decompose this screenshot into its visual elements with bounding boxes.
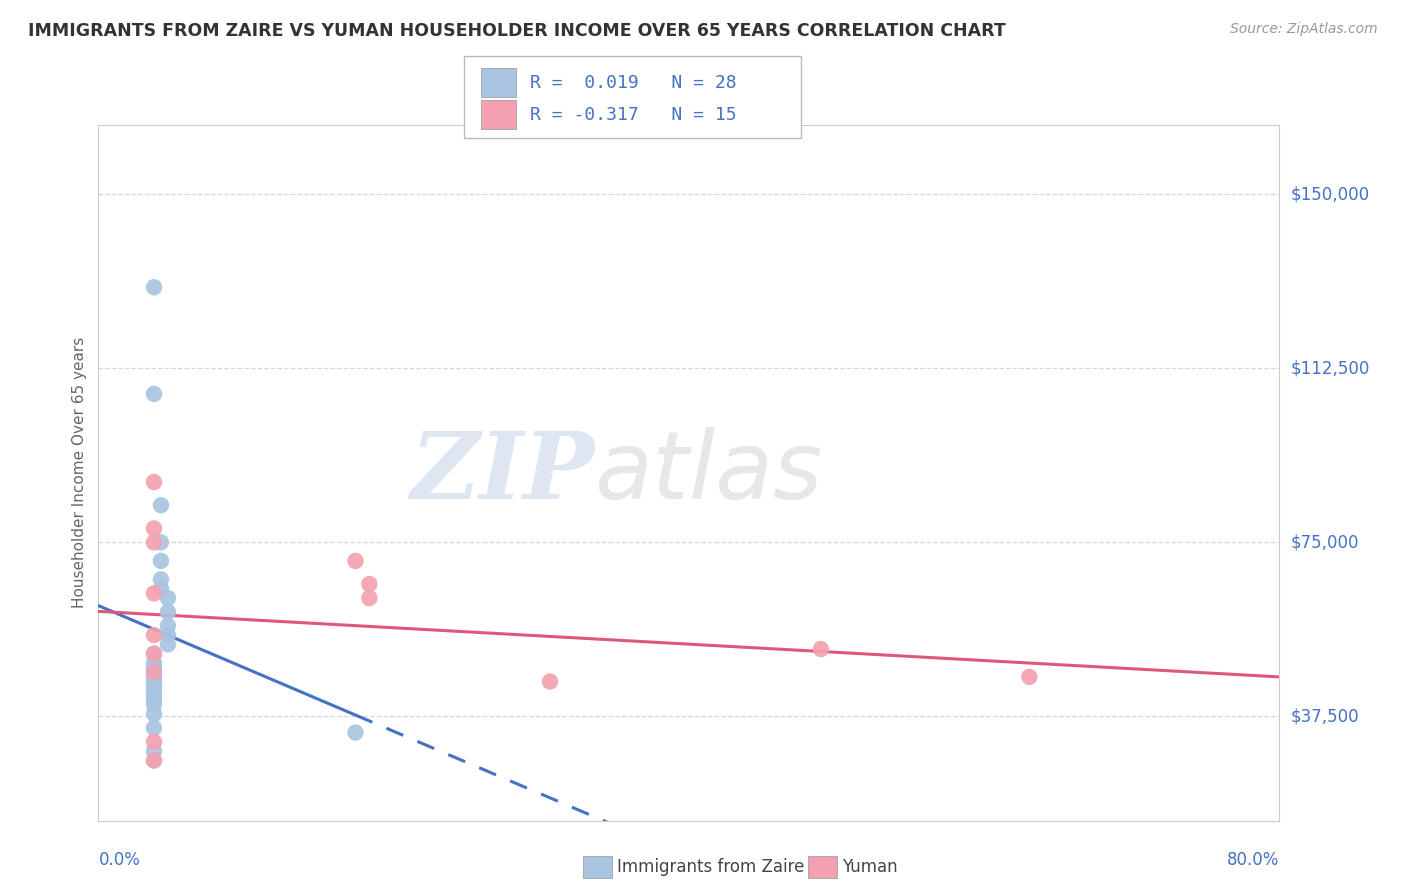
Point [143,647,166,661]
Point [1018,670,1040,684]
Text: 0.0%: 0.0% [98,851,141,869]
Point [344,554,367,568]
Point [156,637,179,651]
Text: $75,000: $75,000 [1291,533,1360,551]
Point [143,665,166,680]
Point [143,628,166,642]
Point [156,619,179,633]
Text: IMMIGRANTS FROM ZAIRE VS YUMAN HOUSEHOLDER INCOME OVER 65 YEARS CORRELATION CHAR: IMMIGRANTS FROM ZAIRE VS YUMAN HOUSEHOLD… [28,22,1005,40]
Point [143,689,166,703]
Point [143,665,166,680]
Point [143,698,166,712]
Point [143,521,166,535]
Point [143,753,166,767]
Point [149,582,172,596]
Point [156,591,179,605]
Text: Source: ZipAtlas.com: Source: ZipAtlas.com [1230,22,1378,37]
Point [143,706,166,721]
Point [149,554,172,568]
Point [143,679,166,693]
Text: ZIP: ZIP [411,428,595,517]
Point [149,498,172,512]
Text: R = -0.317   N = 15: R = -0.317 N = 15 [530,105,737,124]
Point [143,475,166,489]
Point [359,591,381,605]
Point [143,693,166,707]
Text: atlas: atlas [595,427,823,518]
Text: $150,000: $150,000 [1291,186,1369,203]
Point [344,725,367,739]
Point [143,753,166,767]
Point [143,721,166,735]
Text: $37,500: $37,500 [1291,707,1360,725]
Text: 80.0%: 80.0% [1227,851,1279,869]
Point [143,280,166,294]
Point [143,586,166,600]
Text: R =  0.019   N = 28: R = 0.019 N = 28 [530,73,737,92]
Point [143,744,166,758]
Text: $112,500: $112,500 [1291,359,1369,377]
Point [143,647,166,661]
Point [143,735,166,749]
Point [143,674,166,689]
Text: Immigrants from Zaire: Immigrants from Zaire [617,858,804,876]
Point [143,656,166,670]
Point [538,674,561,689]
Point [359,577,381,591]
Point [143,670,166,684]
Point [156,605,179,619]
Point [143,660,166,674]
Point [143,683,166,698]
Y-axis label: Householder Income Over 65 years: Householder Income Over 65 years [72,337,87,608]
Point [149,535,172,549]
Text: Yuman: Yuman [842,858,898,876]
Point [143,535,166,549]
Point [143,387,166,401]
Point [156,628,179,642]
Point [149,573,172,587]
Point [810,642,832,657]
